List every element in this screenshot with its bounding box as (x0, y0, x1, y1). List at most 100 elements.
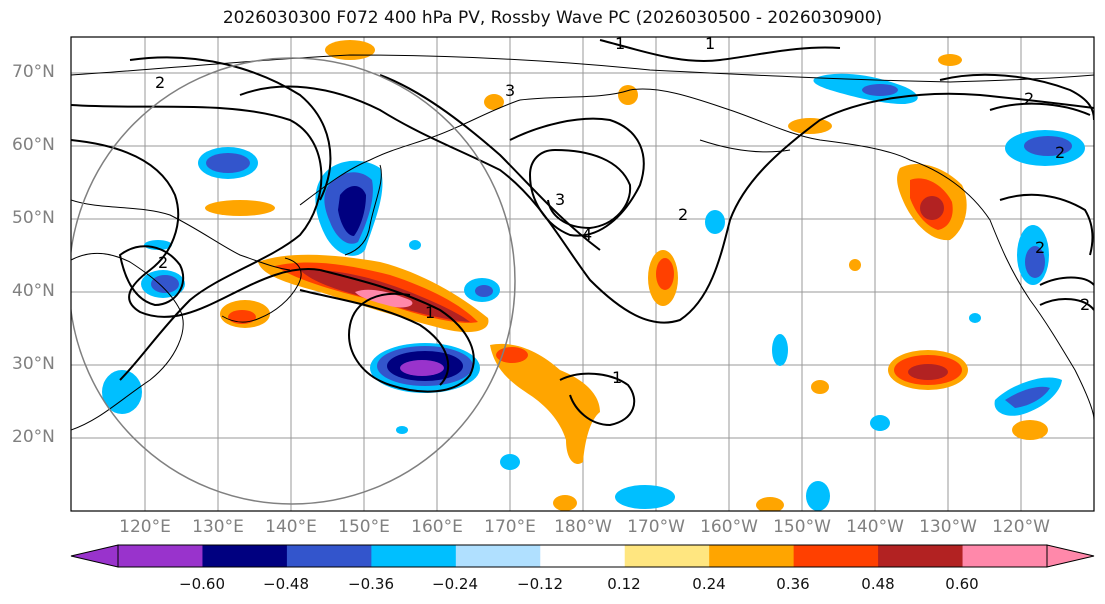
lon-label-170w: 170°W (627, 517, 685, 537)
positive-blob-top (325, 40, 375, 60)
colorbar-tick: 0.36 (776, 575, 810, 593)
colorbar-tick: 0.60 (945, 575, 979, 593)
lon-label-120w: 120°W (992, 517, 1050, 537)
colorbar-tick: 0.48 (861, 575, 895, 593)
negative-blob-west-us-inner (1025, 246, 1045, 278)
colorbar-cell (962, 545, 1048, 567)
colorbar-tick: 0.24 (692, 575, 726, 593)
positive-blob-arctic-2 (618, 85, 638, 105)
negative-blob-small-9 (969, 313, 981, 323)
map-content (71, 37, 1094, 511)
colorbar-cell (793, 545, 879, 567)
colorbar-tick: −0.24 (432, 575, 478, 593)
colorbar-tick: −0.12 (517, 575, 563, 593)
positive-blob-sw-mex (1012, 420, 1048, 440)
colorbar-cell (202, 545, 288, 567)
negative-blob-small-6 (396, 426, 408, 434)
positive-trail (490, 343, 600, 464)
colorbar-extend-high (1046, 544, 1095, 568)
contour-label: 1 (615, 34, 625, 53)
negative-blob-nw-inner (206, 153, 250, 173)
positive-blob-west (205, 200, 275, 216)
colorbar-cell (540, 545, 626, 567)
negative-blob-small-1 (772, 334, 788, 366)
reference-circle (71, 57, 516, 505)
colorbar-tick: 0.12 (607, 575, 641, 593)
contour-label: 2 (1024, 89, 1034, 108)
negative-blob-small-5 (500, 454, 520, 470)
contour-label: 2 (1035, 238, 1045, 257)
lon-label-140e: 140°E (265, 517, 317, 537)
lat-label-30n: 30°N (12, 354, 55, 374)
negative-blob-alaska-inner (862, 84, 898, 96)
lon-label-140w: 140°W (846, 517, 904, 537)
negative-blob-east-inner (475, 285, 493, 297)
colorbar-cell (878, 545, 964, 567)
contour-label: 1 (612, 368, 622, 387)
positive-blob-japan-inner (228, 310, 256, 324)
contour-label: 2 (678, 205, 688, 224)
colorbar-tick: −0.48 (263, 575, 309, 593)
lon-label-180w: 180°W (554, 517, 612, 537)
colorbar-cell (371, 545, 457, 567)
negative-blob-155w (705, 210, 725, 234)
negative-blob-sw (102, 370, 142, 414)
colorbar-cell (455, 545, 541, 567)
lon-label-150w: 150°W (773, 517, 831, 537)
negative-blob-korea-inner (151, 275, 179, 293)
lon-label-150e: 150°E (338, 517, 390, 537)
pv-anomaly-fills (102, 40, 1085, 511)
lat-label-40n: 40°N (12, 281, 55, 301)
colorbar (70, 544, 1095, 568)
lat-label-20n: 20°N (12, 427, 55, 447)
negative-blob-small-2 (870, 415, 890, 431)
pv-contours (71, 39, 1094, 427)
negative-blob-small-3 (806, 481, 830, 511)
positive-blob-gulf-inner (920, 196, 944, 220)
positive-blob-small (811, 380, 829, 394)
positive-blob-bottom-2 (756, 497, 784, 511)
contour-labels: 1 1 2 3 2 3 4 2 2 2 1 1 2 2 (155, 34, 1090, 387)
contour-label: 2 (1080, 295, 1090, 314)
positive-blob-tiny (849, 259, 861, 271)
contour-label: 3 (505, 81, 515, 100)
positive-blob-bering (788, 118, 832, 134)
lon-label-160w: 160°W (700, 517, 758, 537)
colorbar-cell (709, 545, 795, 567)
lat-label-70n: 70°N (12, 62, 55, 82)
positive-blob-bottom (553, 495, 577, 511)
positive-blob-top-right (938, 54, 962, 66)
negative-blob-small-4 (615, 485, 675, 509)
contour-label: 2 (1055, 143, 1065, 162)
lon-label-170e: 170°E (484, 517, 536, 537)
positive-blob-arctic (484, 94, 504, 110)
contour-label: 3 (555, 190, 565, 209)
positive-blob-160w-inner (656, 258, 674, 290)
lat-label-60n: 60°N (12, 135, 55, 155)
colorbar-cell (624, 545, 710, 567)
map-frame (70, 36, 1095, 512)
colorbar-tick: −0.60 (179, 575, 225, 593)
colorbar-cell (286, 545, 372, 567)
contour-label: 2 (155, 73, 165, 92)
colorbar-extend-low (70, 544, 119, 568)
lon-label-130w: 130°W (919, 517, 977, 537)
coastlines (71, 54, 1094, 431)
lon-label-160e: 160°E (411, 517, 463, 537)
negative-blob-ne-inner (1024, 136, 1072, 156)
contour-label: 1 (705, 34, 715, 53)
negative-blob-south-core (400, 360, 444, 376)
negative-blob-north-inner (338, 185, 366, 236)
colorbar-frame (117, 544, 1048, 568)
negative-blob-small-8 (409, 240, 421, 250)
negative-blob-120w-inner (1005, 386, 1050, 408)
contour-label: 2 (158, 253, 168, 272)
lon-label-130e: 130°E (192, 517, 244, 537)
colorbar-tick: −0.36 (348, 575, 394, 593)
colorbar-cell (118, 545, 203, 567)
lon-label-120e: 120°E (119, 517, 171, 537)
positive-streak-core (355, 289, 413, 308)
positive-blob-130w-inner (908, 364, 948, 380)
lat-label-50n: 50°N (12, 208, 55, 228)
